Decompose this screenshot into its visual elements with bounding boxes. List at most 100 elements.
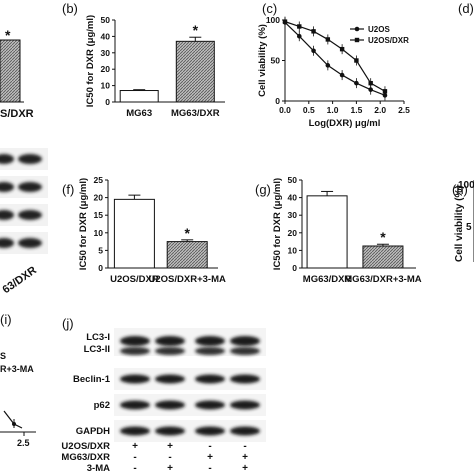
x-tick-label: U2OS/DXR — [110, 274, 159, 285]
data-point — [297, 24, 302, 29]
blot-band — [18, 154, 42, 164]
blot-band — [18, 182, 42, 192]
condition-sign: - — [208, 441, 211, 452]
significance-star: * — [193, 22, 199, 38]
y-tick-label: 100 — [266, 15, 280, 25]
blot-band — [230, 374, 260, 384]
blot-band — [195, 400, 225, 410]
series-line-2 — [284, 21, 386, 92]
blot-band — [120, 400, 150, 410]
panel-h-letter: (h) — [452, 182, 468, 197]
panel-a-tick-label: S/DXR — [0, 108, 34, 120]
y-tick-label: 25 — [94, 175, 104, 185]
y-tick-label: 0 — [292, 263, 297, 273]
blot-band — [155, 400, 185, 410]
blot-band — [195, 374, 225, 384]
panel-a-fragment: * S/DXR — [0, 27, 34, 120]
data-point — [354, 80, 359, 86]
legend-label: U2OS — [368, 25, 390, 34]
panel-h-fragment: (h) Cell viability (%) 100 5 — [452, 180, 474, 262]
blot-band — [18, 238, 42, 248]
blot-row-label: p62 — [94, 400, 110, 411]
x-tick-label: MG63/DXR+3-MA — [344, 274, 421, 285]
y-tick-label: 0 — [105, 97, 110, 107]
y-tick-label: 15 — [94, 210, 104, 220]
blot-box — [114, 420, 266, 442]
y-tick-label: 20 — [101, 64, 111, 74]
panel-i-tick-label: 2.5 — [17, 438, 30, 448]
condition-sign: + — [132, 441, 138, 452]
y-axis-label: Cell viability (%) — [257, 24, 268, 97]
condition-sign: + — [207, 452, 213, 463]
x-tick-label: 0.5 — [303, 105, 315, 115]
data-point — [296, 33, 302, 39]
blot-band — [0, 238, 14, 248]
y-tick-label: 40 — [288, 193, 298, 203]
panel-i-letter: (i) — [0, 312, 12, 327]
condition-sign: - — [208, 463, 211, 474]
y-axis-label: IC50 for DXR (μg/ml) — [78, 178, 89, 270]
bar — [175, 40, 215, 103]
panel-i-fragment: (i) S R+3-MA 2.5 — [0, 312, 36, 448]
blot-band — [120, 347, 150, 355]
y-tick-label: 10 — [94, 228, 104, 238]
data-point — [311, 48, 316, 54]
y-tick-label: 20 — [94, 193, 104, 203]
condition-sign: - — [168, 452, 171, 463]
data-point — [311, 29, 316, 34]
x-tick-label: MG63/DXR — [171, 108, 220, 119]
panel-b-letter: (b) — [62, 1, 78, 16]
y-tick-label: 5 — [98, 245, 103, 255]
data-point — [325, 63, 331, 68]
bar — [166, 241, 208, 269]
y-tick-label: 50 — [288, 175, 298, 185]
x-tick-label: 0.0 — [279, 105, 291, 115]
condition-sign: + — [242, 463, 248, 474]
blot-band — [155, 426, 185, 436]
blot-band — [230, 347, 260, 355]
y-tick-label: 10 — [288, 245, 298, 255]
x-tick-label: MG63/DXR — [303, 274, 352, 285]
condition-label: U2OS/DXR — [61, 441, 110, 452]
panel-e-blot-fragment: 63/DXR — [0, 148, 48, 296]
y-axis-label: IC50 for DXR (μg/ml) — [272, 178, 283, 270]
condition-sign: + — [167, 463, 173, 474]
blot-band — [120, 336, 150, 346]
x-tick-label: 2.0 — [374, 105, 386, 115]
panel-h-tick-100: 100 — [458, 180, 474, 191]
panel-g-letter: (g) — [255, 182, 271, 197]
condition-sign: - — [243, 441, 246, 452]
data-point — [368, 80, 373, 86]
blot-band — [0, 210, 14, 220]
blot-band — [230, 336, 260, 346]
y-tick-label: 0 — [98, 263, 103, 273]
blot-band — [18, 210, 42, 220]
blot-band — [195, 426, 225, 436]
bar — [113, 198, 155, 269]
blot-row-label: LC3-I — [86, 332, 110, 343]
data-point — [339, 46, 345, 52]
y-tick-label: 50 — [101, 15, 111, 25]
panel-f: (f) 0 5 10 15 20 25 IC50 for DXR (μg/ml) U2OS/D… — [62, 175, 226, 285]
chart-g: 0 10 20 30 40 50 IC50 for DXR (μg/ml) MG63/DXRM… — [272, 175, 422, 285]
panel-c: (c) 0 50 100 0.0 0.5 1.0 1.5 2.0 2.5 Log(DXR) μg/… — [257, 1, 410, 129]
panel-h-tick-50: 5 — [466, 222, 472, 233]
data-point — [354, 58, 359, 63]
bar — [119, 90, 159, 103]
condition-label: MG63/DXR — [61, 452, 110, 463]
y-tick-label: 20 — [288, 228, 298, 238]
x-tick-label: 1.5 — [350, 105, 362, 115]
data-point — [325, 37, 331, 42]
blot-row-label: LC3-II — [84, 344, 110, 355]
bar — [362, 245, 404, 269]
significance-star: * — [184, 225, 190, 241]
x-tick-label: 2.5 — [398, 105, 410, 115]
blot-band — [155, 336, 185, 346]
blot-band — [230, 426, 260, 436]
y-tick-label: 50 — [271, 56, 281, 66]
condition-sign: + — [167, 441, 173, 452]
blot-band — [195, 336, 225, 346]
panel-i-legend-1: S — [0, 351, 6, 361]
